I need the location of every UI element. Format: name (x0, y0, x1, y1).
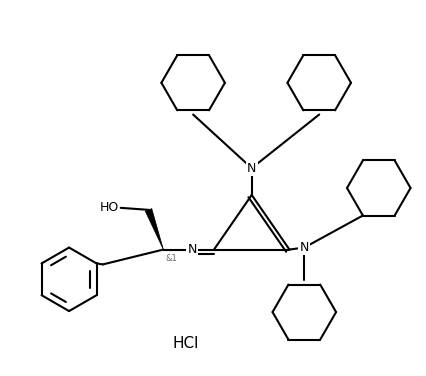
Text: HCl: HCl (172, 337, 198, 351)
Text: N: N (247, 162, 256, 174)
Text: N: N (299, 241, 308, 254)
Text: HO: HO (99, 202, 118, 214)
Text: N: N (187, 243, 196, 256)
Text: &1: &1 (165, 253, 177, 262)
Polygon shape (145, 209, 163, 250)
